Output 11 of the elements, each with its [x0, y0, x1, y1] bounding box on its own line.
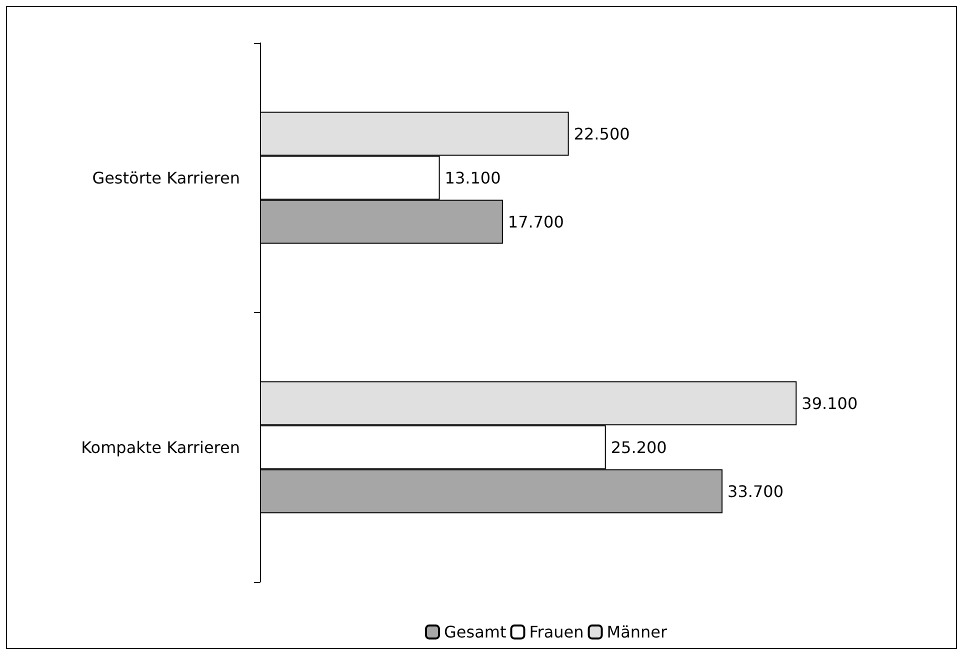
legend-label: Gesamt [444, 622, 506, 642]
data-label: 17.700 [508, 212, 564, 232]
data-label: 33.700 [728, 482, 784, 501]
data-label: 22.500 [574, 124, 630, 144]
legend-label: Männer [606, 622, 668, 642]
data-label: 13.100 [444, 168, 501, 188]
y-tick-label: Gestörte Karrieren [92, 168, 240, 188]
data-label: 39.100 [802, 394, 858, 413]
legend-label: Frauen [529, 622, 584, 642]
data-label: 25.200 [610, 438, 667, 457]
y-tick-label: Kompakte Karrieren [81, 438, 240, 457]
